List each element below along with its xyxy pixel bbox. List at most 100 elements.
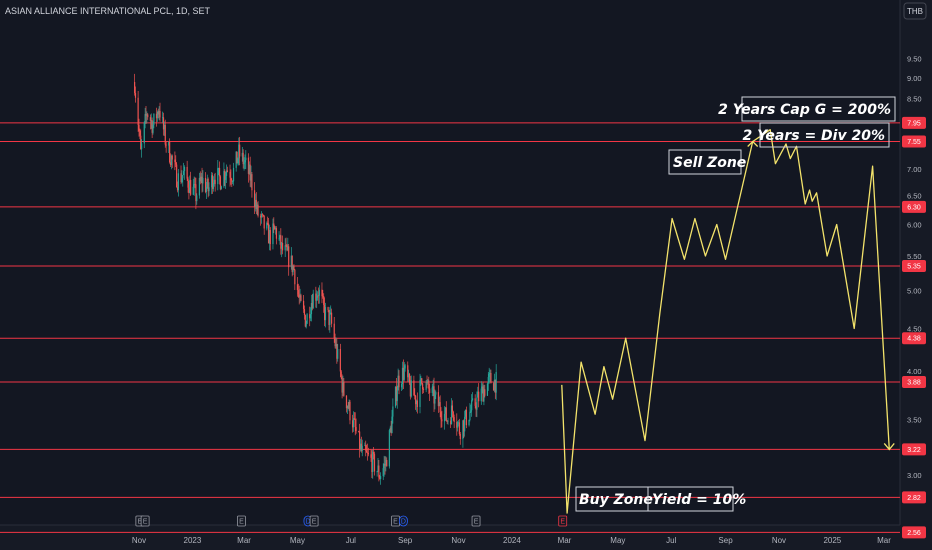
annotation-box[interactable]	[647, 486, 734, 512]
candle-body	[137, 97, 139, 125]
candle-body	[218, 167, 221, 177]
level-badge	[902, 376, 926, 389]
candle-body	[468, 419, 470, 426]
candle-body	[438, 402, 440, 407]
candle-body	[492, 383, 495, 391]
event-marker-label: E	[560, 519, 565, 526]
candle-body	[201, 176, 203, 184]
candle-body	[324, 307, 327, 321]
candle-body	[390, 427, 392, 434]
price-tick-label: 6.50	[907, 192, 922, 201]
annotation-box[interactable]	[741, 96, 896, 122]
candle-body	[353, 418, 355, 420]
event-marker[interactable]	[398, 515, 408, 527]
candle-body	[220, 186, 222, 190]
candle-body	[349, 401, 351, 421]
candle-body	[360, 443, 362, 451]
candle-body	[168, 142, 170, 146]
candle-body	[236, 151, 238, 164]
candle-body	[206, 178, 208, 188]
candle-body	[487, 377, 489, 384]
event-marker[interactable]	[471, 515, 481, 527]
currency-button[interactable]	[903, 2, 927, 20]
candle-body	[291, 255, 293, 273]
candle-body	[328, 310, 330, 325]
candle-body	[287, 246, 289, 251]
horizontal-levels-layer	[0, 122, 900, 533]
candle-body	[482, 386, 484, 402]
time-tick-label: Jul	[346, 536, 356, 545]
candle-body	[195, 184, 197, 202]
candle-body	[416, 400, 418, 407]
candle-body	[285, 245, 287, 247]
candle-body	[346, 406, 348, 409]
candle-body	[143, 122, 145, 144]
candle-body	[248, 164, 250, 174]
level-badge	[902, 135, 926, 148]
candle-body	[377, 465, 379, 472]
candle-body	[359, 443, 362, 450]
candle-body	[158, 110, 160, 115]
candle-body	[230, 177, 232, 181]
candle-body	[305, 323, 307, 327]
candle-body	[379, 477, 381, 479]
event-marker[interactable]	[309, 515, 319, 527]
candle-body	[304, 315, 306, 327]
candle-body	[235, 151, 237, 168]
candle-body	[327, 307, 329, 311]
candle-body	[278, 238, 280, 240]
event-marker[interactable]	[237, 515, 246, 527]
candle-body	[396, 390, 398, 402]
candle-body	[474, 398, 476, 406]
candle-body	[232, 181, 234, 183]
candle-body	[288, 246, 290, 268]
annotation-box[interactable]	[668, 149, 742, 175]
candle-body	[367, 452, 369, 455]
projection-line[interactable]	[561, 129, 890, 514]
event-marker[interactable]	[140, 515, 150, 527]
candle-body	[488, 373, 490, 378]
candle-body	[169, 142, 171, 163]
projection-layer	[561, 129, 895, 514]
time-tick-label: May	[290, 536, 305, 545]
candle-body	[268, 230, 271, 244]
candle-body	[279, 235, 281, 239]
candle-body	[371, 457, 373, 472]
candle-body	[464, 416, 466, 432]
candle-body	[280, 235, 282, 249]
candle-body	[333, 323, 335, 339]
candle-body	[297, 290, 299, 295]
candle-body	[156, 111, 158, 119]
candle-body	[341, 377, 343, 393]
candle-body	[200, 176, 202, 182]
price-tick-label: 9.00	[907, 74, 922, 83]
candle-body	[446, 420, 448, 422]
candle-body	[263, 215, 265, 229]
candle-body	[155, 113, 158, 119]
candle-body	[422, 389, 425, 391]
event-marker-label: E	[393, 519, 398, 526]
candle-body	[441, 419, 443, 422]
candle-body	[273, 223, 275, 227]
candle-body	[361, 445, 363, 451]
candle-body	[150, 119, 152, 121]
candle-body	[274, 228, 277, 230]
candles-layer	[134, 73, 497, 485]
candle-body	[402, 367, 404, 380]
candle-body	[188, 187, 190, 193]
time-tick-label: Jul	[666, 536, 676, 545]
candle-body	[481, 386, 483, 389]
candle-body	[162, 117, 164, 119]
plot-area[interactable]	[0, 0, 900, 525]
candle-body	[391, 416, 393, 434]
annotation-box[interactable]	[759, 122, 890, 148]
level-badge-label: 7.95	[907, 120, 921, 127]
time-tick-label: Mar	[558, 536, 572, 545]
event-marker[interactable]	[558, 515, 568, 527]
candle-body	[218, 167, 220, 169]
time-tick-label: Nov	[451, 536, 465, 545]
candle-body	[336, 344, 338, 359]
candle-body	[432, 386, 434, 388]
candle-body	[410, 380, 412, 397]
